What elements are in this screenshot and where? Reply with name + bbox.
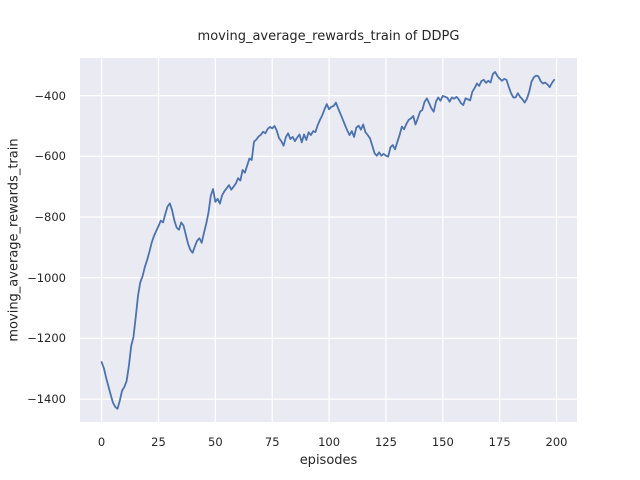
x-tick-label: 0 [97, 435, 106, 449]
y-tick-label: −1200 [27, 331, 66, 346]
x-axis-label: episodes [299, 453, 358, 468]
x-tick-label: 200 [545, 435, 568, 449]
y-tick-label: −1400 [27, 392, 66, 407]
x-tick-label: 150 [431, 435, 454, 449]
plot-area [80, 58, 577, 422]
x-tick-label: 100 [318, 435, 341, 449]
y-axis-label: moving_average_rewards_train [6, 138, 22, 342]
line-chart-svg [80, 58, 577, 422]
x-tick-label: 75 [264, 435, 280, 449]
y-tick-label: −600 [34, 149, 66, 164]
series-line [100, 71, 556, 410]
y-tick-label: −1000 [27, 270, 66, 285]
y-tick-label: −400 [34, 88, 66, 103]
x-tick-label: 125 [374, 435, 397, 449]
x-tick-label: 25 [151, 435, 166, 449]
x-tick-label: 175 [488, 435, 511, 449]
x-tick-label: 50 [208, 435, 223, 449]
chart-title: moving_average_rewards_train of DDPG [197, 29, 460, 44]
y-tick-label: −800 [34, 210, 66, 224]
